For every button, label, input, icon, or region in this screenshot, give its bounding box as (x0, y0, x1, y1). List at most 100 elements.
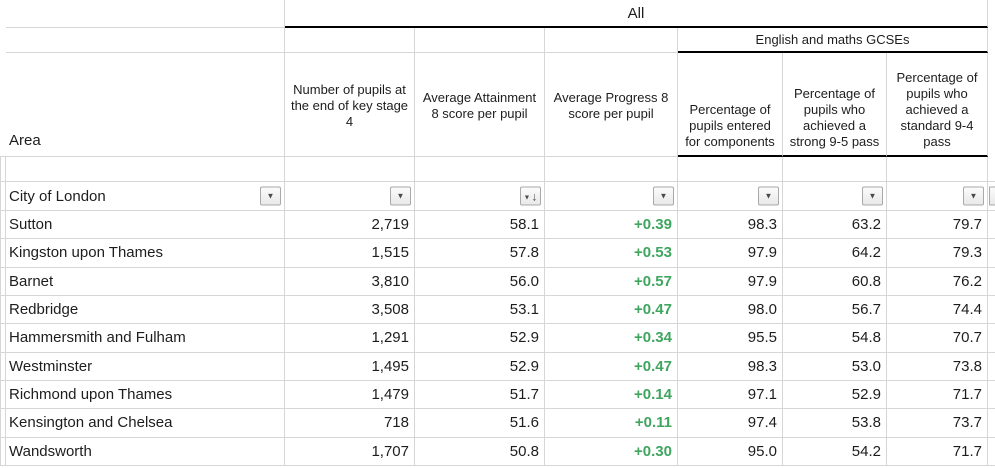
area-cell[interactable]: Redbridge (6, 295, 285, 325)
column-header-attainment8: Average Attainment 8 score per pupil (415, 53, 545, 157)
area-cell[interactable]: Wandsworth (6, 437, 285, 466)
area-cell[interactable]: Sutton (6, 211, 285, 240)
sliver-spacer (0, 157, 6, 182)
entered-cell[interactable]: 95.5 (678, 324, 783, 353)
caret-down-icon: ▼ (266, 191, 275, 200)
attainment8-cell[interactable]: 58.1 (415, 211, 545, 240)
filter-sort-button-attainment8[interactable]: ▼ ↓ (520, 186, 541, 206)
entered-cell[interactable]: 97.1 (678, 380, 783, 410)
area-cell[interactable]: Kensington and Chelsea (6, 409, 285, 438)
filter-dropdown-button-strong[interactable]: ▼ (862, 186, 883, 206)
entered-cell[interactable]: 98.3 (678, 211, 783, 240)
pupils-cell[interactable]: 1,479 (285, 380, 415, 410)
filter-standard-cell[interactable]: ▼ (887, 182, 988, 211)
progress8-cell[interactable]: +0.14 (545, 380, 678, 410)
attainment8-cell[interactable]: 57.8 (415, 239, 545, 268)
strong-pass-cell[interactable]: 54.2 (783, 437, 887, 466)
attainment8-cell[interactable]: 53.1 (415, 295, 545, 325)
filter-pupils-cell[interactable]: ▼ (285, 182, 415, 211)
spacer-cell (415, 157, 545, 182)
spacer-cell (6, 157, 285, 182)
right-sliver-r2 (988, 28, 995, 53)
strong-pass-cell[interactable]: 52.9 (783, 380, 887, 410)
attainment8-cell[interactable]: 52.9 (415, 324, 545, 353)
entered-cell[interactable]: 97.9 (678, 267, 783, 296)
pupils-cell[interactable]: 3,810 (285, 267, 415, 296)
standard-pass-cell[interactable]: 73.7 (887, 409, 988, 438)
strong-pass-cell[interactable]: 63.2 (783, 211, 887, 240)
area-cell[interactable]: Kingston upon Thames (6, 239, 285, 268)
filter-dropdown-button-standard[interactable]: ▼ (963, 186, 984, 206)
column-header-standard-pass: Percentage of pupils who achieved a stan… (887, 53, 988, 157)
attainment8-cell[interactable]: 50.8 (415, 437, 545, 466)
standard-pass-cell[interactable]: 71.7 (887, 437, 988, 466)
progress8-cell[interactable]: +0.34 (545, 324, 678, 353)
filter-dropdown-button-pupils[interactable]: ▼ (390, 186, 411, 206)
filter-dropdown-button-progress8[interactable]: ▼ (653, 186, 674, 206)
progress8-cell[interactable]: +0.30 (545, 437, 678, 466)
row-left-sliver (0, 295, 6, 325)
right-sliver-r3 (988, 53, 995, 157)
area-cell[interactable]: Hammersmith and Fulham (6, 324, 285, 353)
filter-attainment8-cell[interactable]: ▼ ↓ (415, 182, 545, 211)
entered-cell[interactable]: 97.9 (678, 239, 783, 268)
attainment8-cell[interactable]: 51.7 (415, 380, 545, 410)
sort-descending-icon: ↓ (531, 189, 538, 203)
filter-strong-cell[interactable]: ▼ (783, 182, 887, 211)
pupils-cell[interactable]: 3,508 (285, 295, 415, 325)
progress8-cell[interactable]: +0.39 (545, 211, 678, 240)
strong-pass-cell[interactable]: 53.0 (783, 352, 887, 381)
area-cell[interactable]: Westminster (6, 352, 285, 381)
filter-progress8-cell[interactable]: ▼ (545, 182, 678, 211)
standard-pass-cell[interactable]: 71.7 (887, 380, 988, 410)
attainment8-cell[interactable]: 51.6 (415, 409, 545, 438)
standard-pass-cell[interactable]: 79.3 (887, 239, 988, 268)
standard-pass-cell[interactable]: 79.7 (887, 211, 988, 240)
filter-entered-cell[interactable]: ▼ (678, 182, 783, 211)
progress8-cell[interactable]: +0.47 (545, 295, 678, 325)
caret-down-icon: ▼ (659, 191, 668, 200)
progress8-cell[interactable]: +0.11 (545, 409, 678, 438)
progress8-cell[interactable]: +0.57 (545, 267, 678, 296)
right-sliver-r1 (988, 0, 995, 28)
entered-cell[interactable]: 95.0 (678, 437, 783, 466)
progress8-cell[interactable]: +0.47 (545, 352, 678, 381)
column-header-area: Area (6, 53, 285, 157)
strong-pass-cell[interactable]: 60.8 (783, 267, 887, 296)
strong-pass-cell[interactable]: 56.7 (783, 295, 887, 325)
area-cell[interactable]: Richmond upon Thames (6, 380, 285, 410)
pupils-cell[interactable]: 718 (285, 409, 415, 438)
entered-cell[interactable]: 98.0 (678, 295, 783, 325)
sliver-r2 (0, 28, 6, 53)
standard-pass-cell[interactable]: 70.7 (887, 324, 988, 353)
filter-dropdown-button-entered[interactable]: ▼ (758, 186, 779, 206)
filter-dropdown-button-cutoff[interactable] (989, 186, 995, 206)
pupils-cell[interactable]: 1,515 (285, 239, 415, 268)
sliver-filter (0, 182, 6, 211)
standard-pass-cell[interactable]: 73.8 (887, 352, 988, 381)
row-right-sliver (988, 437, 995, 466)
pupils-cell[interactable]: 1,291 (285, 324, 415, 353)
row-left-sliver (0, 437, 6, 466)
filter-dropdown-button-area[interactable]: ▼ (260, 186, 281, 206)
area-cell[interactable]: Barnet (6, 267, 285, 296)
empty-header-cell (285, 28, 415, 53)
row-left-sliver (0, 239, 6, 268)
progress8-cell[interactable]: +0.53 (545, 239, 678, 268)
strong-pass-cell[interactable]: 64.2 (783, 239, 887, 268)
standard-pass-cell[interactable]: 74.4 (887, 295, 988, 325)
filter-area-cell[interactable]: City of London ▼ (6, 182, 285, 211)
pupils-cell[interactable]: 1,707 (285, 437, 415, 466)
pupils-cell[interactable]: 2,719 (285, 211, 415, 240)
strong-pass-cell[interactable]: 53.8 (783, 409, 887, 438)
standard-pass-cell[interactable]: 76.2 (887, 267, 988, 296)
attainment8-cell[interactable]: 56.0 (415, 267, 545, 296)
pupils-cell[interactable]: 1,495 (285, 352, 415, 381)
attainment8-cell[interactable]: 52.9 (415, 352, 545, 381)
row-right-sliver (988, 409, 995, 438)
entered-cell[interactable]: 98.3 (678, 352, 783, 381)
strong-pass-cell[interactable]: 54.8 (783, 324, 887, 353)
spacer-cell (285, 157, 415, 182)
entered-cell[interactable]: 97.4 (678, 409, 783, 438)
